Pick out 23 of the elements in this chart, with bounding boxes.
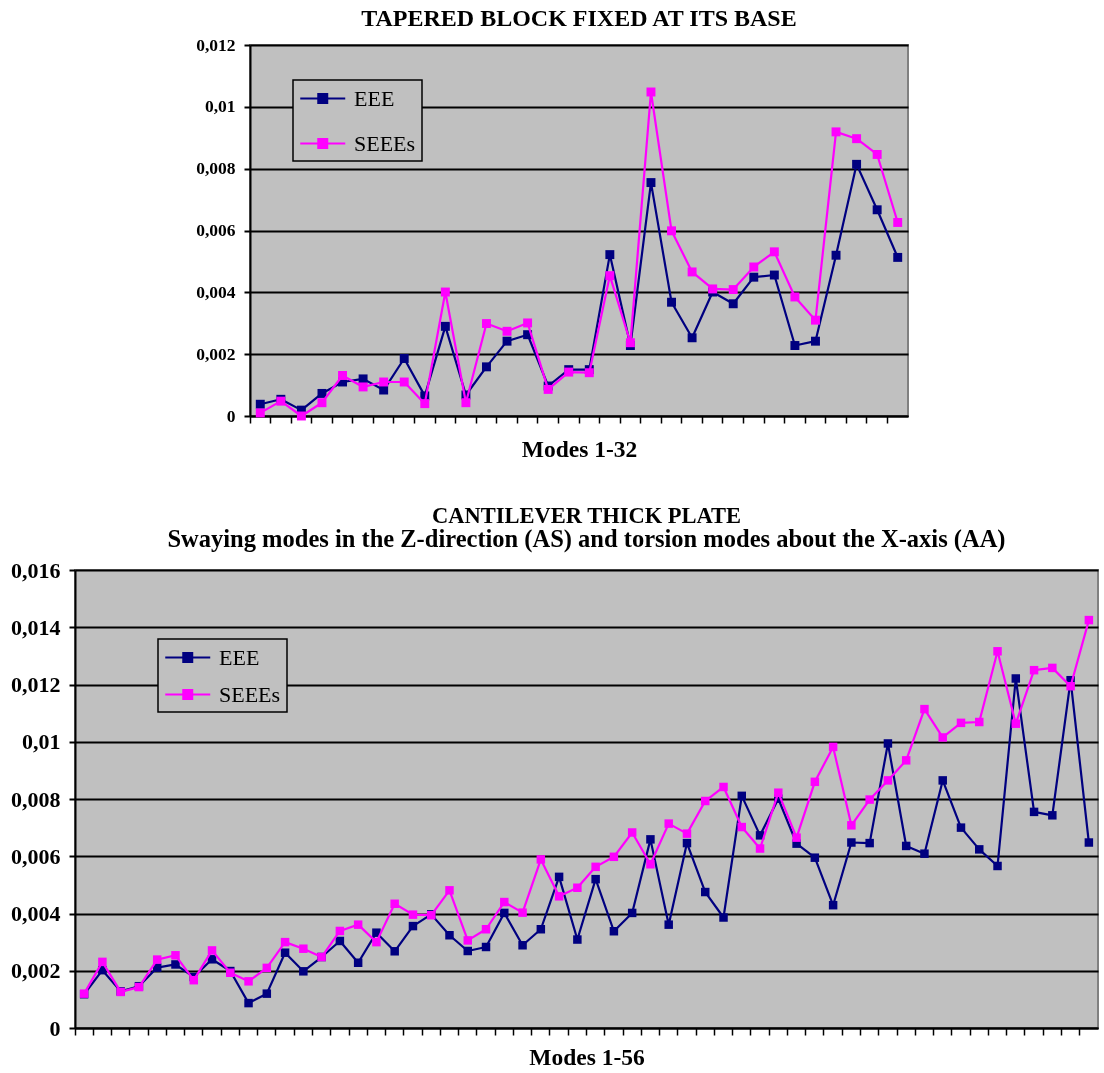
- y-tick-label: 0,01: [22, 729, 61, 755]
- x-axis-title: Modes 1-32: [521, 436, 638, 463]
- y-tick-label: 0,006: [11, 843, 61, 869]
- y-tick-label: 0,006: [196, 220, 236, 240]
- y-tick-label: 0,008: [196, 158, 236, 179]
- y-tick-label: 0,012: [11, 672, 61, 697]
- y-tick-label: 0,002: [11, 958, 61, 984]
- y-tick-label: 0,016: [11, 557, 61, 583]
- legend-label: SEEEs: [354, 130, 416, 156]
- y-tick-label: 0,008: [11, 786, 61, 812]
- legend-label: SEEEs: [219, 681, 281, 707]
- legend-label: EEE: [354, 85, 395, 111]
- chart-title: TAPERED BLOCK FIXED AT ITS BASE: [361, 5, 797, 31]
- x-axis-title: Modes 1-56: [529, 1044, 646, 1071]
- y-tick-label: 0: [49, 1015, 61, 1041]
- y-tick-label: 0,014: [11, 614, 61, 640]
- y-tick-label: 0,004: [11, 901, 61, 926]
- y-tick-label: 0: [226, 405, 236, 426]
- legend-label: EEE: [219, 644, 260, 670]
- y-tick-label: 0,004: [196, 281, 236, 302]
- y-tick-label: 0,002: [196, 343, 236, 364]
- y-tick-label: 0,012: [196, 34, 236, 55]
- y-tick-label: 0,01: [204, 96, 236, 117]
